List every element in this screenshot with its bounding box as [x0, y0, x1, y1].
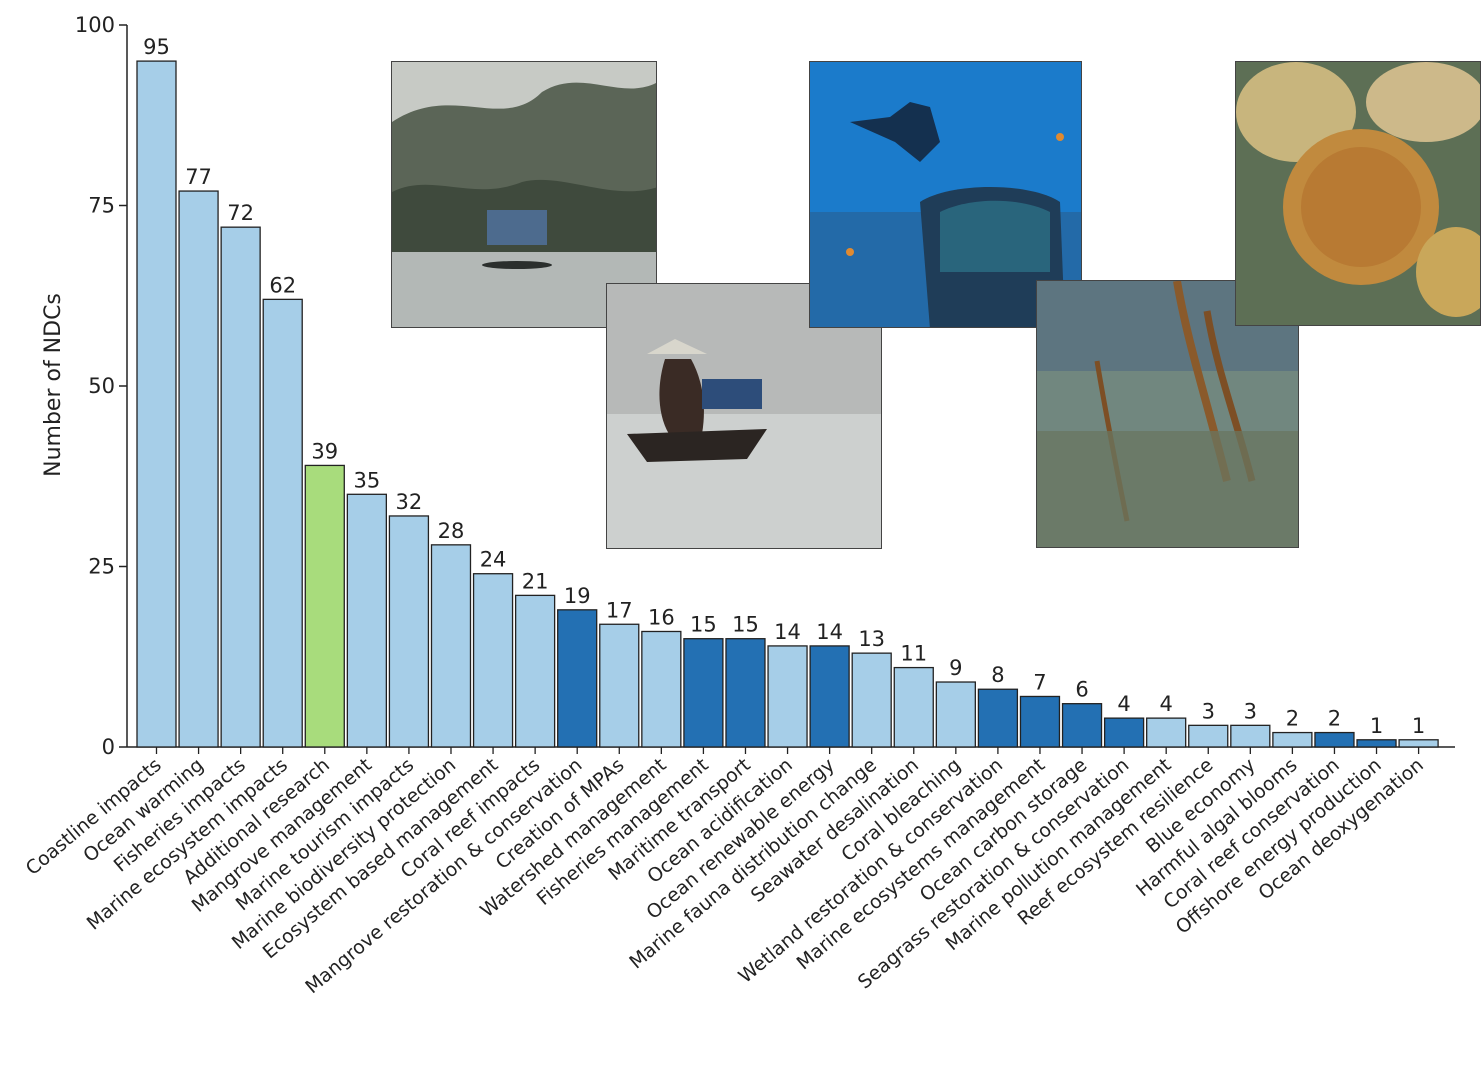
bar-15 [725, 638, 766, 748]
data-label: 28 [438, 519, 465, 543]
data-label: 8 [991, 663, 1004, 687]
data-label: 1 [1370, 714, 1383, 738]
data-label: 7 [1033, 670, 1046, 694]
data-label: 72 [227, 201, 254, 225]
bar-6 [346, 493, 388, 748]
y-tick-label: 50 [88, 374, 115, 398]
bar-23 [1061, 703, 1103, 748]
bar-4 [262, 298, 303, 748]
data-label: 21 [522, 569, 549, 593]
data-label: 95 [143, 35, 170, 59]
data-label: 6 [1075, 678, 1088, 702]
river-village-photo [391, 61, 657, 328]
bar-3 [220, 226, 261, 748]
data-label: 3 [1202, 699, 1215, 723]
bar-1 [136, 60, 177, 748]
data-label: 39 [311, 439, 338, 463]
data-label: 15 [690, 613, 717, 637]
bar-19 [893, 666, 934, 748]
bar-16 [767, 645, 808, 748]
bar-29 [1314, 731, 1355, 748]
y-axis-title: Number of NDCs [41, 293, 66, 477]
bar-31 [1398, 739, 1439, 748]
data-label: 19 [564, 584, 591, 608]
y-tick-label: 100 [75, 13, 115, 37]
bar-27 [1230, 724, 1271, 748]
bar-24 [1103, 717, 1145, 748]
y-tick-label: 25 [88, 555, 115, 579]
data-label: 32 [396, 490, 423, 514]
data-label: 13 [858, 627, 885, 651]
data-label: 62 [269, 273, 296, 297]
bar-8 [430, 544, 472, 748]
data-label: 77 [185, 165, 212, 189]
bar-5 [304, 464, 345, 748]
data-label: 11 [900, 642, 927, 666]
bar-21 [977, 688, 1019, 748]
data-label: 24 [480, 548, 507, 572]
data-label: 2 [1286, 707, 1299, 731]
bar-30 [1356, 739, 1397, 748]
bar-11 [557, 609, 598, 748]
bar-14 [683, 638, 724, 748]
bar-22 [1019, 695, 1061, 748]
bar-17 [809, 645, 850, 748]
data-label: 2 [1328, 707, 1341, 731]
bar-2 [178, 190, 219, 748]
data-label: 17 [606, 598, 633, 622]
brain-coral-photo [1235, 61, 1481, 326]
bar-10 [514, 594, 556, 748]
data-label: 3 [1244, 699, 1257, 723]
bar-12 [599, 623, 640, 748]
bar-18 [851, 652, 892, 748]
data-label: 15 [732, 613, 759, 637]
scuba-diver-photo [809, 61, 1082, 328]
bar-20 [935, 681, 976, 748]
data-label: 1 [1412, 714, 1425, 738]
data-label: 4 [1117, 692, 1130, 716]
boat-fisher-photo [606, 283, 882, 549]
data-label: 14 [774, 620, 801, 644]
data-label: 16 [648, 605, 675, 629]
y-tick-label: 0 [102, 735, 115, 759]
data-label: 35 [353, 468, 380, 492]
bar-28 [1272, 731, 1313, 748]
bar-13 [641, 630, 682, 748]
data-label: 14 [816, 620, 843, 644]
data-label: 4 [1159, 692, 1172, 716]
y-tick-label: 75 [88, 194, 115, 218]
bar-9 [472, 573, 514, 748]
bar-26 [1188, 724, 1229, 748]
bar-7 [388, 515, 430, 748]
data-label: 9 [949, 656, 962, 680]
bar-25 [1146, 717, 1187, 748]
